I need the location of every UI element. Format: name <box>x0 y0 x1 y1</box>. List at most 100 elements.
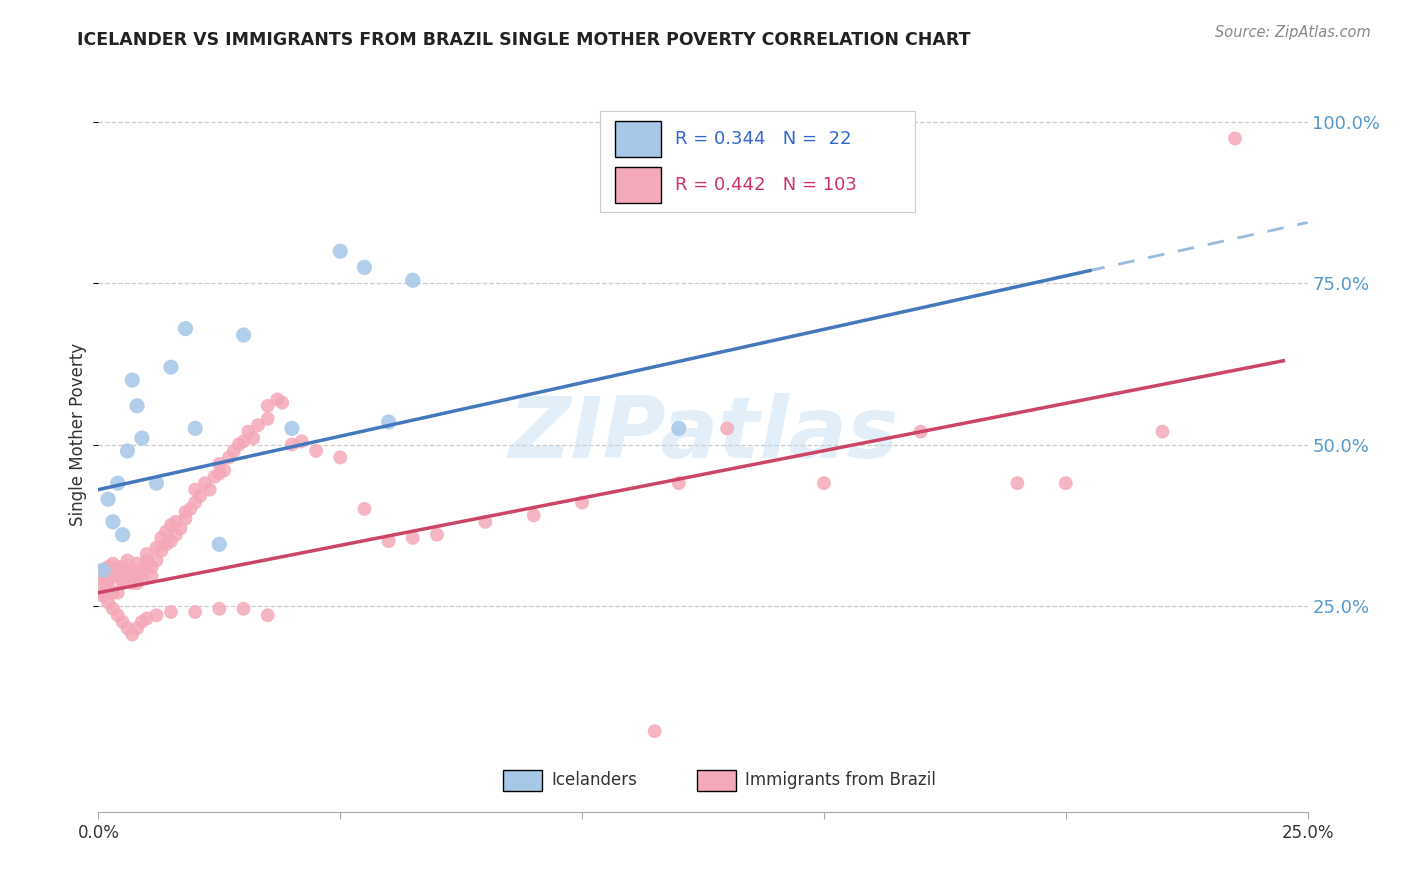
Point <box>141 560 163 574</box>
Point <box>266 392 288 407</box>
Point <box>135 553 157 567</box>
Point <box>91 589 114 603</box>
Point <box>150 544 173 558</box>
Point <box>305 444 328 458</box>
Point <box>145 541 167 555</box>
Point <box>160 518 183 533</box>
Point <box>174 321 197 335</box>
Point <box>91 585 114 599</box>
Point <box>111 615 134 629</box>
FancyBboxPatch shape <box>600 111 915 212</box>
Point <box>228 437 250 451</box>
Point <box>281 421 304 435</box>
Point <box>1007 476 1029 491</box>
Point <box>247 418 270 433</box>
Point <box>1152 425 1174 439</box>
Point <box>402 273 425 287</box>
Point <box>204 469 226 483</box>
Point <box>194 476 217 491</box>
Text: Source: ZipAtlas.com: Source: ZipAtlas.com <box>1215 25 1371 40</box>
FancyBboxPatch shape <box>503 770 543 790</box>
Point <box>910 425 932 439</box>
Point <box>212 463 235 477</box>
Point <box>222 444 245 458</box>
Point <box>127 569 149 583</box>
Point <box>184 421 207 435</box>
Point <box>91 563 114 577</box>
Point <box>644 724 666 739</box>
Point <box>174 505 197 519</box>
Point <box>111 576 134 591</box>
Point <box>97 595 120 609</box>
Point <box>329 450 352 465</box>
Point <box>290 434 312 449</box>
Point <box>127 621 149 635</box>
Point <box>150 531 173 545</box>
Point <box>184 605 207 619</box>
Point <box>107 476 129 491</box>
Point <box>121 563 143 577</box>
Point <box>668 476 690 491</box>
Point <box>256 399 278 413</box>
Point <box>91 573 114 587</box>
Point <box>198 483 221 497</box>
Y-axis label: Single Mother Poverty: Single Mother Poverty <box>69 343 87 526</box>
Point <box>117 569 139 583</box>
Point <box>121 627 143 641</box>
Point <box>160 360 183 375</box>
Text: R = 0.442   N = 103: R = 0.442 N = 103 <box>675 176 858 194</box>
Point <box>256 411 278 425</box>
Point <box>131 431 153 445</box>
Point <box>131 615 153 629</box>
Point <box>813 476 835 491</box>
Point <box>97 573 120 587</box>
Point <box>218 450 240 465</box>
Point <box>169 521 191 535</box>
Point <box>1054 476 1077 491</box>
Point <box>145 476 167 491</box>
Point <box>353 502 375 516</box>
Point <box>160 605 183 619</box>
Point <box>141 569 163 583</box>
Point <box>97 579 120 593</box>
Point <box>523 508 546 523</box>
Point <box>232 434 254 449</box>
Point <box>91 576 114 591</box>
Point <box>474 515 496 529</box>
FancyBboxPatch shape <box>697 770 735 790</box>
Point <box>111 573 134 587</box>
Point <box>208 602 231 616</box>
Point <box>208 467 231 481</box>
Point <box>107 585 129 599</box>
Point <box>165 527 187 541</box>
Point <box>1223 131 1246 145</box>
Point <box>117 553 139 567</box>
Point <box>131 569 153 583</box>
Point <box>179 502 201 516</box>
Point <box>329 244 352 259</box>
Point <box>107 560 129 574</box>
Point <box>111 560 134 574</box>
Point <box>121 569 143 583</box>
Point <box>131 563 153 577</box>
Point <box>238 425 260 439</box>
Text: ICELANDER VS IMMIGRANTS FROM BRAZIL SINGLE MOTHER POVERTY CORRELATION CHART: ICELANDER VS IMMIGRANTS FROM BRAZIL SING… <box>77 31 970 49</box>
Point <box>91 563 114 577</box>
Point <box>242 431 264 445</box>
FancyBboxPatch shape <box>614 121 661 158</box>
Point <box>127 399 149 413</box>
Point <box>155 524 177 539</box>
Point <box>127 576 149 591</box>
Point <box>232 328 254 343</box>
Point <box>353 260 375 275</box>
Point <box>135 611 157 625</box>
Point <box>571 495 593 509</box>
Text: R = 0.344   N =  22: R = 0.344 N = 22 <box>675 130 852 148</box>
Point <box>426 527 449 541</box>
Point <box>97 560 120 574</box>
Text: Immigrants from Brazil: Immigrants from Brazil <box>745 771 936 789</box>
Point <box>121 576 143 591</box>
Point <box>97 585 120 599</box>
Point <box>188 489 211 503</box>
Point <box>135 560 157 574</box>
